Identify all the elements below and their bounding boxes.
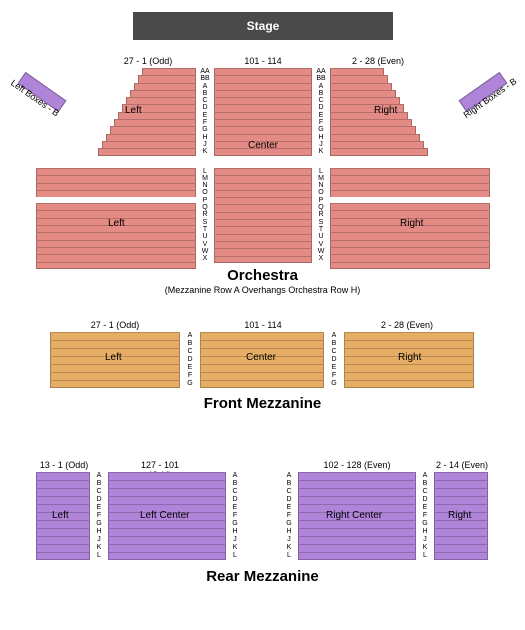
fm-right[interactable] [344, 332, 474, 388]
rear-mezz-title: Rear Mezzanine [0, 568, 525, 585]
orch-row-letters-right: AABBABCDEFGHJKLMNOPQRSTUVWX [314, 68, 328, 262]
orch-range-right: 2 - 28 (Even) [348, 56, 408, 66]
rm-left[interactable] [36, 472, 90, 560]
orchestra-subtitle: (Mezzanine Row A Overhangs Orchestra Row… [0, 285, 525, 295]
orch-row-letters-left: AABBABCDEFGHJKLMNOPQRSTUVWX [198, 68, 212, 262]
stage: Stage [133, 12, 393, 40]
orchestra-title: Orchestra [0, 267, 525, 284]
rm-row-letters-1: ABCDEFGHJKL [92, 472, 106, 560]
front-mezz-title: Front Mezzanine [0, 395, 525, 412]
orch-upper-right[interactable] [330, 68, 428, 156]
orch-range-center: 101 - 114 [233, 56, 293, 66]
seating-chart: Stage Left Boxes - B Right Boxes - B 27 … [0, 0, 525, 630]
orch-lower-center[interactable] [214, 168, 312, 263]
orch-lower-left[interactable] [36, 168, 196, 269]
fm-range-left: 27 - 1 (Odd) [85, 320, 145, 330]
orch-upper-center[interactable] [214, 68, 312, 156]
fm-row-letters-left: ABCDEFG [183, 332, 197, 388]
rm-left-center[interactable] [108, 472, 226, 560]
rm-range-rc: 102 - 128 (Even) [322, 460, 392, 470]
stage-label: Stage [247, 19, 280, 33]
rm-row-letters-2: ABCDEFGHJKL [228, 472, 242, 560]
fm-row-letters-right: ABCDEFG [327, 332, 341, 388]
fm-range-right: 2 - 28 (Even) [377, 320, 437, 330]
orch-upper-left[interactable] [98, 68, 196, 156]
rm-row-letters-3: ABCDEFGHJKL [282, 472, 296, 560]
rm-right-center[interactable] [298, 472, 416, 560]
rm-range-left: 13 - 1 (Odd) [34, 460, 94, 470]
fm-left[interactable] [50, 332, 180, 388]
rm-row-letters-4: ABCDEFGHJKL [418, 472, 432, 560]
orch-lower-right[interactable] [330, 168, 490, 269]
fm-range-center: 101 - 114 [233, 320, 293, 330]
fm-center[interactable] [200, 332, 324, 388]
orch-range-left: 27 - 1 (Odd) [118, 56, 178, 66]
rm-right[interactable] [434, 472, 488, 560]
rm-range-right: 2 - 14 (Even) [432, 460, 492, 470]
